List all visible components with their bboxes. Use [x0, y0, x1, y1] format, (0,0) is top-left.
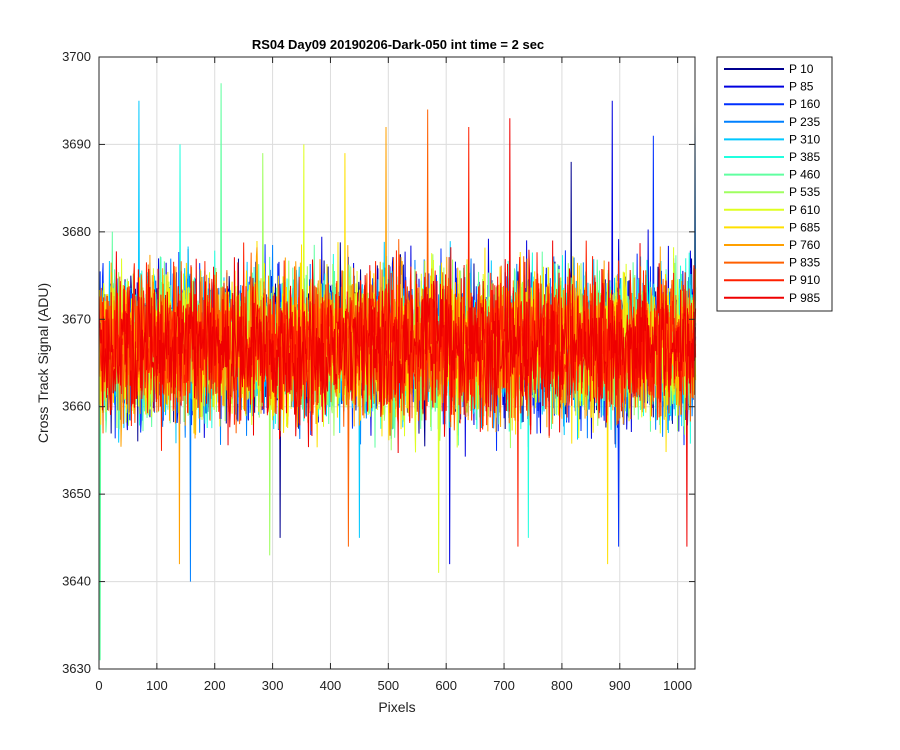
chart-title: RS04 Day09 20190206-Dark-050 int time = …	[252, 37, 544, 52]
legend-label: P 610	[789, 203, 820, 217]
x-tick-label: 700	[493, 678, 515, 693]
legend: P 10 P 85 P 160 P 235 P 310 P 385 P 460 P 535 P …	[716, 56, 833, 312]
legend-label: P 685	[789, 220, 820, 234]
x-axis-label: Pixels	[378, 699, 415, 715]
x-tick-label: 100	[146, 678, 168, 693]
legend-label: P 460	[789, 168, 820, 182]
legend-label: P 535	[789, 185, 820, 199]
x-tick-label: 200	[204, 678, 226, 693]
axis-ticks: 0 100 200 300 400 500 600 700 800 900 1000 3630 3640…	[62, 49, 695, 693]
legend-label: P 235	[789, 115, 820, 129]
x-tick-label: 500	[377, 678, 399, 693]
legend-label: P 760	[789, 238, 820, 252]
legend-label: P 985	[789, 291, 820, 305]
plot-frame	[98, 56, 696, 670]
legend-label: P 85	[789, 80, 814, 94]
x-tick-label: 1000	[663, 678, 692, 693]
x-tick-label: 0	[95, 678, 102, 693]
y-tick-label: 3630	[62, 661, 91, 676]
y-tick-label: 3670	[62, 311, 91, 326]
x-tick-label: 400	[320, 678, 342, 693]
legend-label: P 10	[789, 62, 814, 76]
y-axis-label: Cross Track Signal (ADU)	[35, 283, 51, 443]
legend-label: P 835	[789, 256, 820, 270]
y-tick-label: 3660	[62, 399, 91, 414]
x-tick-label: 300	[262, 678, 284, 693]
legend-label: P 910	[789, 273, 820, 287]
y-tick-label: 3680	[62, 224, 91, 239]
series-line	[98, 118, 697, 547]
x-tick-label: 900	[609, 678, 631, 693]
y-tick-label: 3650	[62, 486, 91, 501]
series-lines	[98, 83, 697, 661]
x-tick-label: 800	[551, 678, 573, 693]
legend-label: P 160	[789, 97, 820, 111]
legend-label: P 310	[789, 132, 820, 146]
y-tick-label: 3700	[62, 49, 91, 64]
legend-label: P 385	[789, 150, 820, 164]
y-tick-label: 3690	[62, 136, 91, 151]
y-tick-label: 3640	[62, 574, 91, 589]
legend-box	[716, 56, 833, 312]
x-tick-label: 600	[435, 678, 457, 693]
